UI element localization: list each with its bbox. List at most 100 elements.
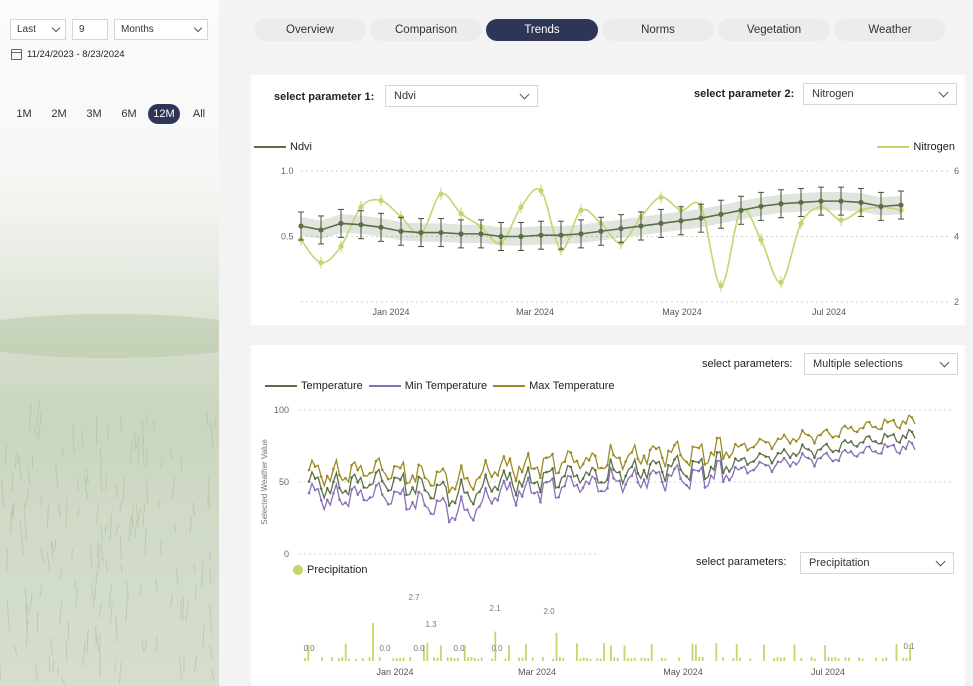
legend-min-temperature[interactable]: Min Temperature	[368, 380, 487, 392]
legend-temperature[interactable]: Temperature	[265, 380, 363, 392]
series-point	[526, 466, 530, 470]
precip-params-value: Precipitation	[809, 557, 870, 569]
grass-blade	[50, 637, 53, 656]
precip-bar	[531, 657, 534, 661]
series-point	[624, 460, 628, 463]
grass-blade	[194, 584, 198, 601]
precip-bar	[338, 657, 340, 661]
grass-blade	[115, 524, 119, 536]
series-point	[794, 439, 798, 443]
grass-blade	[125, 593, 128, 622]
grass-blade	[25, 489, 30, 507]
legend-ndvi[interactable]: Ndvi	[254, 141, 312, 153]
grass-blade	[76, 477, 80, 492]
series-point	[441, 467, 445, 471]
legend-max-temperature[interactable]: Max Temperature	[493, 380, 615, 392]
series-point	[648, 472, 652, 476]
series-point	[630, 465, 634, 469]
series-point	[727, 470, 731, 473]
series-point	[429, 496, 433, 500]
series-point	[453, 501, 457, 505]
tab-overview[interactable]: Overview	[254, 19, 366, 41]
ndvi-point	[738, 207, 744, 213]
range-mode-select[interactable]: Last	[10, 19, 66, 40]
series-point	[484, 486, 487, 490]
nitrogen-point	[318, 260, 324, 266]
weather-params-select[interactable]: Multiple selections	[804, 353, 958, 375]
period-button-6m[interactable]: 6M	[121, 108, 137, 120]
series-point	[539, 490, 542, 494]
grass-blade	[182, 597, 184, 621]
series-point	[837, 435, 841, 439]
precip-bar	[559, 656, 561, 661]
series-point	[380, 468, 384, 471]
grass-blade	[108, 583, 112, 609]
precip-data-label: 0.0	[453, 644, 465, 653]
range-unit-select[interactable]: Months	[114, 19, 208, 40]
precip-bar	[616, 657, 619, 661]
period-button-12m[interactable]: 12M	[148, 104, 180, 124]
series-point	[679, 477, 682, 480]
legend-nitrogen[interactable]: Nitrogen	[877, 141, 955, 153]
series-point	[819, 448, 822, 451]
series-point	[606, 463, 609, 467]
tab-weather[interactable]: Weather	[834, 19, 946, 41]
range-count-input[interactable]: 9	[72, 19, 108, 40]
series-point	[904, 436, 908, 440]
tab-trends[interactable]: Trends	[486, 19, 598, 41]
series-point	[313, 465, 317, 468]
precip-params-select[interactable]: Precipitation	[800, 552, 954, 574]
tab-vegetation[interactable]: Vegetation	[718, 19, 830, 41]
param1-select[interactable]: Ndvi	[385, 85, 538, 107]
period-button-all[interactable]: All	[192, 108, 206, 120]
precip-bar	[446, 657, 449, 661]
grass-blade	[175, 565, 179, 586]
series-point	[533, 481, 536, 485]
period-button-3m[interactable]: 3M	[86, 108, 102, 120]
series-point	[466, 508, 469, 511]
series-point	[502, 469, 506, 473]
period-button-1m[interactable]: 1M	[16, 108, 32, 120]
series-point	[740, 466, 743, 470]
series-point	[679, 468, 682, 471]
param2-select[interactable]: Nitrogen	[803, 83, 957, 105]
series-point	[819, 433, 822, 437]
series-point	[910, 416, 914, 419]
period-button-2m[interactable]: 2M	[51, 108, 67, 120]
precip-bar	[701, 656, 704, 661]
series-point	[849, 440, 853, 443]
series-point	[453, 487, 457, 491]
series-point	[691, 459, 694, 463]
grass-blade	[57, 666, 59, 675]
precip-bar	[542, 656, 544, 661]
weather-chart: 0.0 0.0 2.7 0.0 1.3 0.0 2.1 0.0 2.0 0.1 Jan 2024 Ma…	[260, 405, 951, 677]
series-point	[587, 482, 591, 485]
series-point	[892, 433, 895, 436]
grass-blade	[118, 661, 122, 684]
x-tick-label: Mar 2024	[518, 667, 556, 677]
tab-norms[interactable]: Norms	[602, 19, 714, 41]
grass-blade	[86, 629, 89, 654]
series-point	[910, 430, 914, 434]
series-point	[673, 467, 676, 471]
precip-bar	[902, 657, 905, 661]
grass-blade	[24, 512, 27, 542]
series-point	[624, 483, 628, 486]
series-point	[782, 433, 786, 437]
legend-line-icon	[877, 146, 910, 148]
series-point	[880, 427, 883, 431]
series-point	[575, 483, 579, 487]
series-point	[502, 455, 506, 458]
nitrogen-point	[438, 191, 444, 197]
ndvi-confidence-band	[301, 191, 901, 246]
ndvi-point	[358, 222, 364, 228]
series-point	[910, 441, 914, 445]
precip-bar	[698, 656, 701, 661]
grass-blade	[48, 655, 51, 672]
tab-comparison[interactable]: Comparison	[370, 19, 482, 41]
precip-data-label: 0.0	[491, 644, 503, 653]
series-point	[423, 504, 427, 507]
precip-bar	[467, 657, 469, 661]
x-tick-label: May 2024	[662, 307, 702, 317]
legend-precipitation[interactable]: Precipitation	[293, 564, 368, 576]
